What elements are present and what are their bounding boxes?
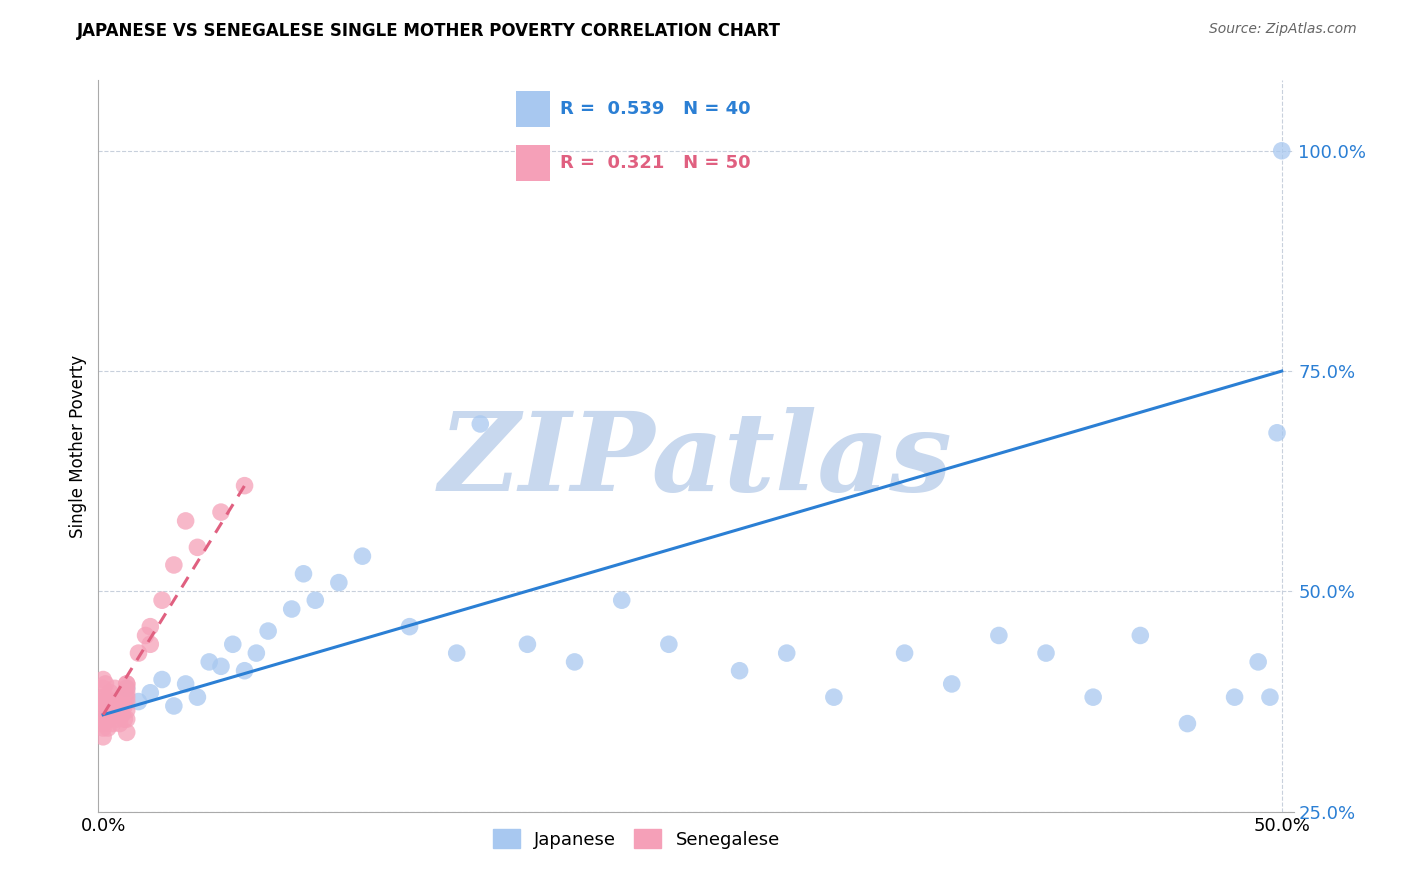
Point [728, 664, 751, 678]
Legend: Japanese, Senegalese: Japanese, Senegalese [484, 820, 789, 857]
Point [150, 593, 173, 607]
Point [186, 541, 208, 555]
Point [98, 698, 121, 713]
Point [446, 646, 468, 660]
Point [222, 637, 245, 651]
Point [1035, 646, 1057, 660]
Point [135, 628, 157, 642]
Point [776, 646, 799, 660]
Point [610, 593, 633, 607]
Point [1223, 690, 1246, 705]
Point [108, 703, 131, 717]
Point [174, 677, 197, 691]
Point [115, 695, 138, 709]
Point [1081, 690, 1104, 705]
Text: JAPANESE VS SENEGALESE SINGLE MOTHER POVERTY CORRELATION CHART: JAPANESE VS SENEGALESE SINGLE MOTHER POV… [77, 22, 782, 40]
Point [115, 703, 138, 717]
Point [91, 707, 114, 722]
Point [139, 620, 162, 634]
Point [94, 677, 117, 691]
Point [163, 558, 186, 572]
Point [115, 677, 138, 691]
Text: R =  0.539   N = 40: R = 0.539 N = 40 [560, 100, 751, 119]
Point [893, 646, 915, 660]
Point [91, 695, 114, 709]
Point [233, 664, 256, 678]
Point [470, 417, 492, 431]
Point [174, 514, 197, 528]
Point [516, 637, 538, 651]
Point [108, 716, 131, 731]
Point [292, 566, 315, 581]
Point [1265, 425, 1288, 440]
Point [564, 655, 586, 669]
Bar [516, 145, 550, 180]
Bar [516, 92, 550, 128]
Point [150, 673, 173, 687]
Point [97, 695, 120, 709]
Point [128, 695, 150, 709]
Point [97, 721, 120, 735]
Point [257, 624, 280, 638]
Point [101, 703, 124, 717]
Point [112, 712, 135, 726]
Point [104, 695, 127, 709]
Point [352, 549, 374, 563]
Point [115, 725, 138, 739]
Point [91, 712, 114, 726]
Point [823, 690, 845, 705]
Point [304, 593, 326, 607]
Text: ZIPatlas: ZIPatlas [439, 407, 953, 515]
Point [209, 505, 232, 519]
Point [115, 681, 138, 696]
Point [163, 698, 186, 713]
Point [111, 695, 134, 709]
Point [91, 681, 114, 696]
Point [115, 677, 138, 691]
Point [280, 602, 302, 616]
Point [198, 655, 221, 669]
Text: R =  0.321   N = 50: R = 0.321 N = 50 [560, 153, 751, 172]
Point [328, 575, 350, 590]
Point [91, 730, 114, 744]
Point [94, 690, 117, 705]
Point [111, 707, 134, 722]
Point [658, 637, 681, 651]
Point [101, 716, 124, 731]
Point [115, 712, 138, 726]
Point [139, 686, 162, 700]
Point [941, 677, 963, 691]
Point [115, 686, 138, 700]
Point [104, 681, 127, 696]
Text: Source: ZipAtlas.com: Source: ZipAtlas.com [1209, 22, 1357, 37]
Point [97, 707, 120, 722]
Point [94, 698, 117, 713]
Point [209, 659, 232, 673]
Point [112, 698, 135, 713]
Point [115, 690, 138, 705]
Point [91, 690, 114, 705]
Point [186, 690, 208, 705]
Point [1177, 716, 1199, 731]
Point [91, 698, 114, 713]
Point [1271, 144, 1294, 158]
Point [104, 707, 127, 722]
Point [1247, 655, 1270, 669]
Point [233, 478, 256, 492]
Point [1258, 690, 1281, 705]
Point [115, 681, 138, 696]
Y-axis label: Single Mother Poverty: Single Mother Poverty [69, 354, 87, 538]
Point [398, 620, 420, 634]
Point [98, 686, 121, 700]
Point [91, 716, 114, 731]
Point [245, 646, 267, 660]
Point [987, 628, 1010, 642]
Point [1129, 628, 1152, 642]
Point [139, 637, 162, 651]
Point [128, 646, 150, 660]
Point [105, 698, 128, 713]
Point [105, 712, 128, 726]
Point [91, 721, 114, 735]
Point [91, 673, 114, 687]
